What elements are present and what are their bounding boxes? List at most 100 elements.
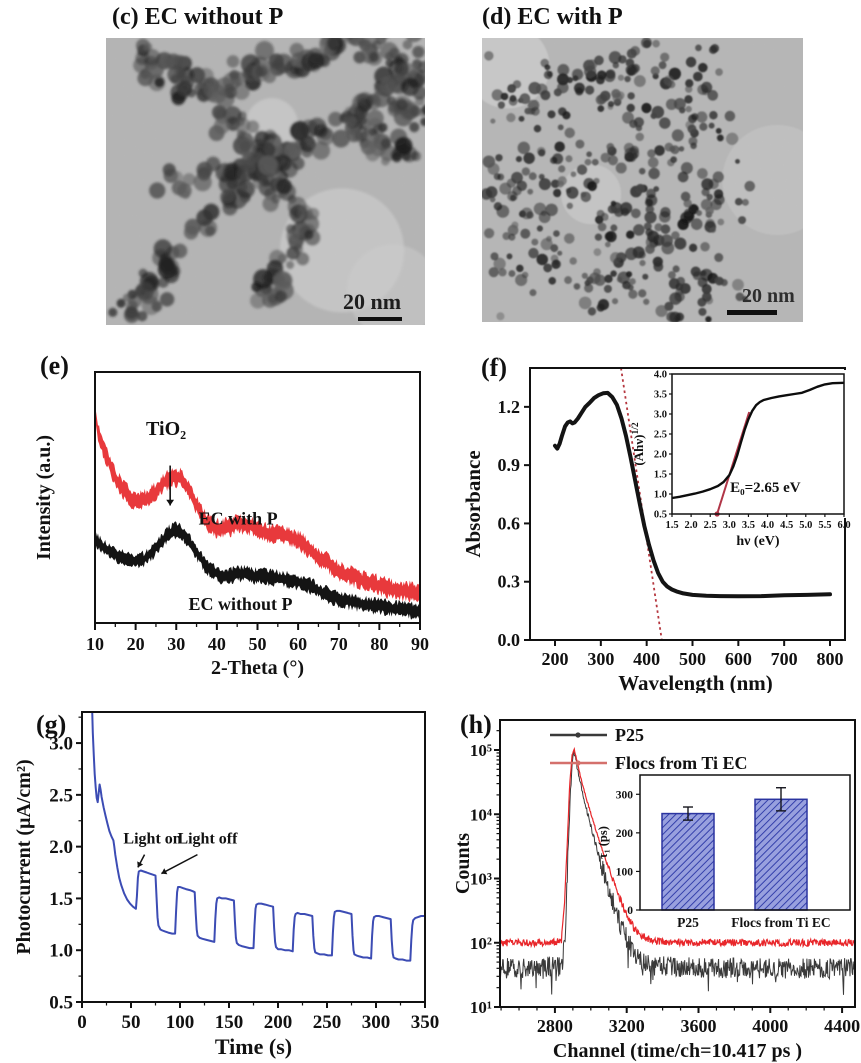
svg-text:1.0: 1.0 (654, 490, 667, 501)
svg-text:10⁴: 10⁴ (470, 805, 492, 824)
svg-text:2.5: 2.5 (49, 785, 73, 806)
panel-d-title: (d) EC with P (482, 4, 623, 30)
panel-e-letter: (e) (40, 351, 69, 380)
svg-text:4.5: 4.5 (780, 520, 793, 531)
svg-text:1.2: 1.2 (498, 397, 521, 417)
svg-text:200: 200 (616, 828, 634, 840)
svg-text:2.0: 2.0 (685, 520, 698, 531)
svg-text:10: 10 (86, 634, 104, 654)
svg-text:P25: P25 (677, 915, 699, 930)
svg-text:2.5: 2.5 (704, 520, 717, 531)
svg-text:0.5: 0.5 (654, 510, 667, 521)
tem-image-ec-without-p (106, 38, 425, 325)
svg-text:TiO₂: TiO₂ (146, 418, 186, 440)
svg-text:400: 400 (633, 649, 660, 669)
absorbance-chart: 200 300 400 500 600 700 800 0.0 0.3 0.6 0.9 1.2 Wave… (461, 367, 851, 693)
svg-text:30: 30 (167, 634, 185, 654)
svg-text:40: 40 (208, 634, 226, 654)
svg-text:300: 300 (616, 789, 634, 801)
svg-text:10⁵: 10⁵ (470, 741, 492, 760)
svg-text:2.5: 2.5 (654, 430, 667, 441)
svg-text:90: 90 (411, 634, 429, 654)
svg-text:1.5: 1.5 (665, 520, 678, 531)
svg-text:3.0: 3.0 (49, 734, 73, 755)
svg-text:0: 0 (627, 905, 633, 917)
svg-text:1.0: 1.0 (49, 941, 73, 962)
svg-text:20: 20 (127, 634, 145, 654)
svg-text:50: 50 (249, 634, 267, 654)
svg-text:600: 600 (725, 649, 752, 669)
svg-text:0.5: 0.5 (49, 993, 73, 1014)
svg-text:Light on: Light on (123, 831, 181, 848)
svg-text:5.0: 5.0 (799, 520, 812, 531)
svg-text:(Ahν)1/2: (Ahν)1/2 (631, 422, 646, 465)
svg-text:4.0: 4.0 (761, 520, 774, 531)
svg-text:0.9: 0.9 (498, 455, 521, 475)
svg-text:200: 200 (264, 1012, 293, 1033)
svg-text:200: 200 (542, 649, 569, 669)
svg-text:hν (eV): hν (eV) (736, 534, 780, 549)
svg-text:70: 70 (330, 634, 348, 654)
svg-text:τ₁ (ps): τ₁ (ps) (596, 826, 610, 859)
svg-text:2-Theta (°): 2-Theta (°) (211, 657, 304, 678)
photocurrent-chart: 0 50 100 150 200 250 300 350 0.5 1.0 1.5 2.0 2.5 3.0 T… (13, 711, 440, 1059)
scalebar-label-d: 20 nm (742, 285, 795, 307)
svg-text:500: 500 (679, 649, 706, 669)
panel-f-letter: (f) (481, 353, 507, 382)
svg-text:P25: P25 (615, 725, 644, 745)
svg-text:Intensity (a.u.): Intensity (a.u.) (33, 435, 55, 560)
svg-text:10¹: 10¹ (470, 998, 492, 1017)
svg-text:Light off: Light off (177, 831, 238, 848)
svg-text:Photocurrent (μA/cm²): Photocurrent (μA/cm²) (13, 759, 35, 954)
svg-text:Flocs from Ti EC: Flocs from Ti EC (731, 915, 830, 930)
svg-text:60: 60 (289, 634, 307, 654)
svg-text:150: 150 (215, 1012, 244, 1033)
svg-text:Flocs from Ti EC: Flocs from Ti EC (615, 753, 748, 773)
svg-text:3.5: 3.5 (654, 390, 667, 401)
svg-text:3600: 3600 (680, 1016, 716, 1036)
svg-text:6.0: 6.0 (837, 520, 850, 531)
svg-text:800: 800 (817, 649, 844, 669)
svg-text:0.6: 0.6 (498, 513, 521, 533)
svg-text:80: 80 (370, 634, 388, 654)
svg-text:Time (s): Time (s) (215, 1034, 292, 1059)
svg-text:5.5: 5.5 (818, 520, 831, 531)
svg-text:EC with P: EC with P (199, 508, 278, 528)
svg-text:0: 0 (77, 1012, 87, 1033)
panel-g-letter: (g) (36, 710, 67, 739)
svg-text:300: 300 (587, 649, 614, 669)
svg-text:250: 250 (313, 1012, 342, 1033)
svg-text:EC without P: EC without P (188, 594, 292, 614)
svg-text:10²: 10² (470, 934, 492, 953)
svg-text:0.3: 0.3 (498, 572, 521, 592)
svg-text:3200: 3200 (609, 1016, 645, 1036)
svg-text:100: 100 (616, 866, 634, 878)
svg-text:700: 700 (771, 649, 798, 669)
xrd-chart: 10 20 30 40 50 60 70 80 90 2-Theta (°) Intensity (… (33, 371, 429, 678)
svg-text:3.5: 3.5 (742, 520, 755, 531)
scalebar-c (358, 317, 402, 321)
svg-text:1.5: 1.5 (654, 470, 667, 481)
svg-text:2800: 2800 (537, 1016, 573, 1036)
svg-text:Wavelength (nm): Wavelength (nm) (618, 671, 773, 693)
svg-text:4.0: 4.0 (654, 370, 667, 381)
svg-text:0.0: 0.0 (498, 630, 521, 650)
svg-text:10³: 10³ (470, 870, 492, 889)
svg-text:Channel (time/ch=10.417 ps ): Channel (time/ch=10.417 ps ) (553, 1040, 802, 1062)
svg-text:300: 300 (362, 1012, 391, 1033)
svg-text:350: 350 (411, 1012, 440, 1033)
svg-text:100: 100 (166, 1012, 195, 1033)
scalebar-d (727, 310, 777, 315)
panel-c-title: (c) EC without P (112, 4, 284, 30)
svg-text:Absorbance: Absorbance (461, 450, 485, 557)
panel-h-letter: (h) (460, 710, 492, 739)
svg-text:2.0: 2.0 (654, 450, 667, 461)
svg-text:Counts: Counts (455, 833, 474, 894)
tem-image-ec-with-p (482, 38, 803, 322)
svg-text:E₀=2.65 eV: E₀=2.65 eV (730, 480, 801, 496)
svg-text:50: 50 (122, 1012, 141, 1033)
svg-text:1.5: 1.5 (49, 889, 73, 910)
svg-text:3.0: 3.0 (723, 520, 736, 531)
svg-text:4400: 4400 (824, 1016, 860, 1036)
